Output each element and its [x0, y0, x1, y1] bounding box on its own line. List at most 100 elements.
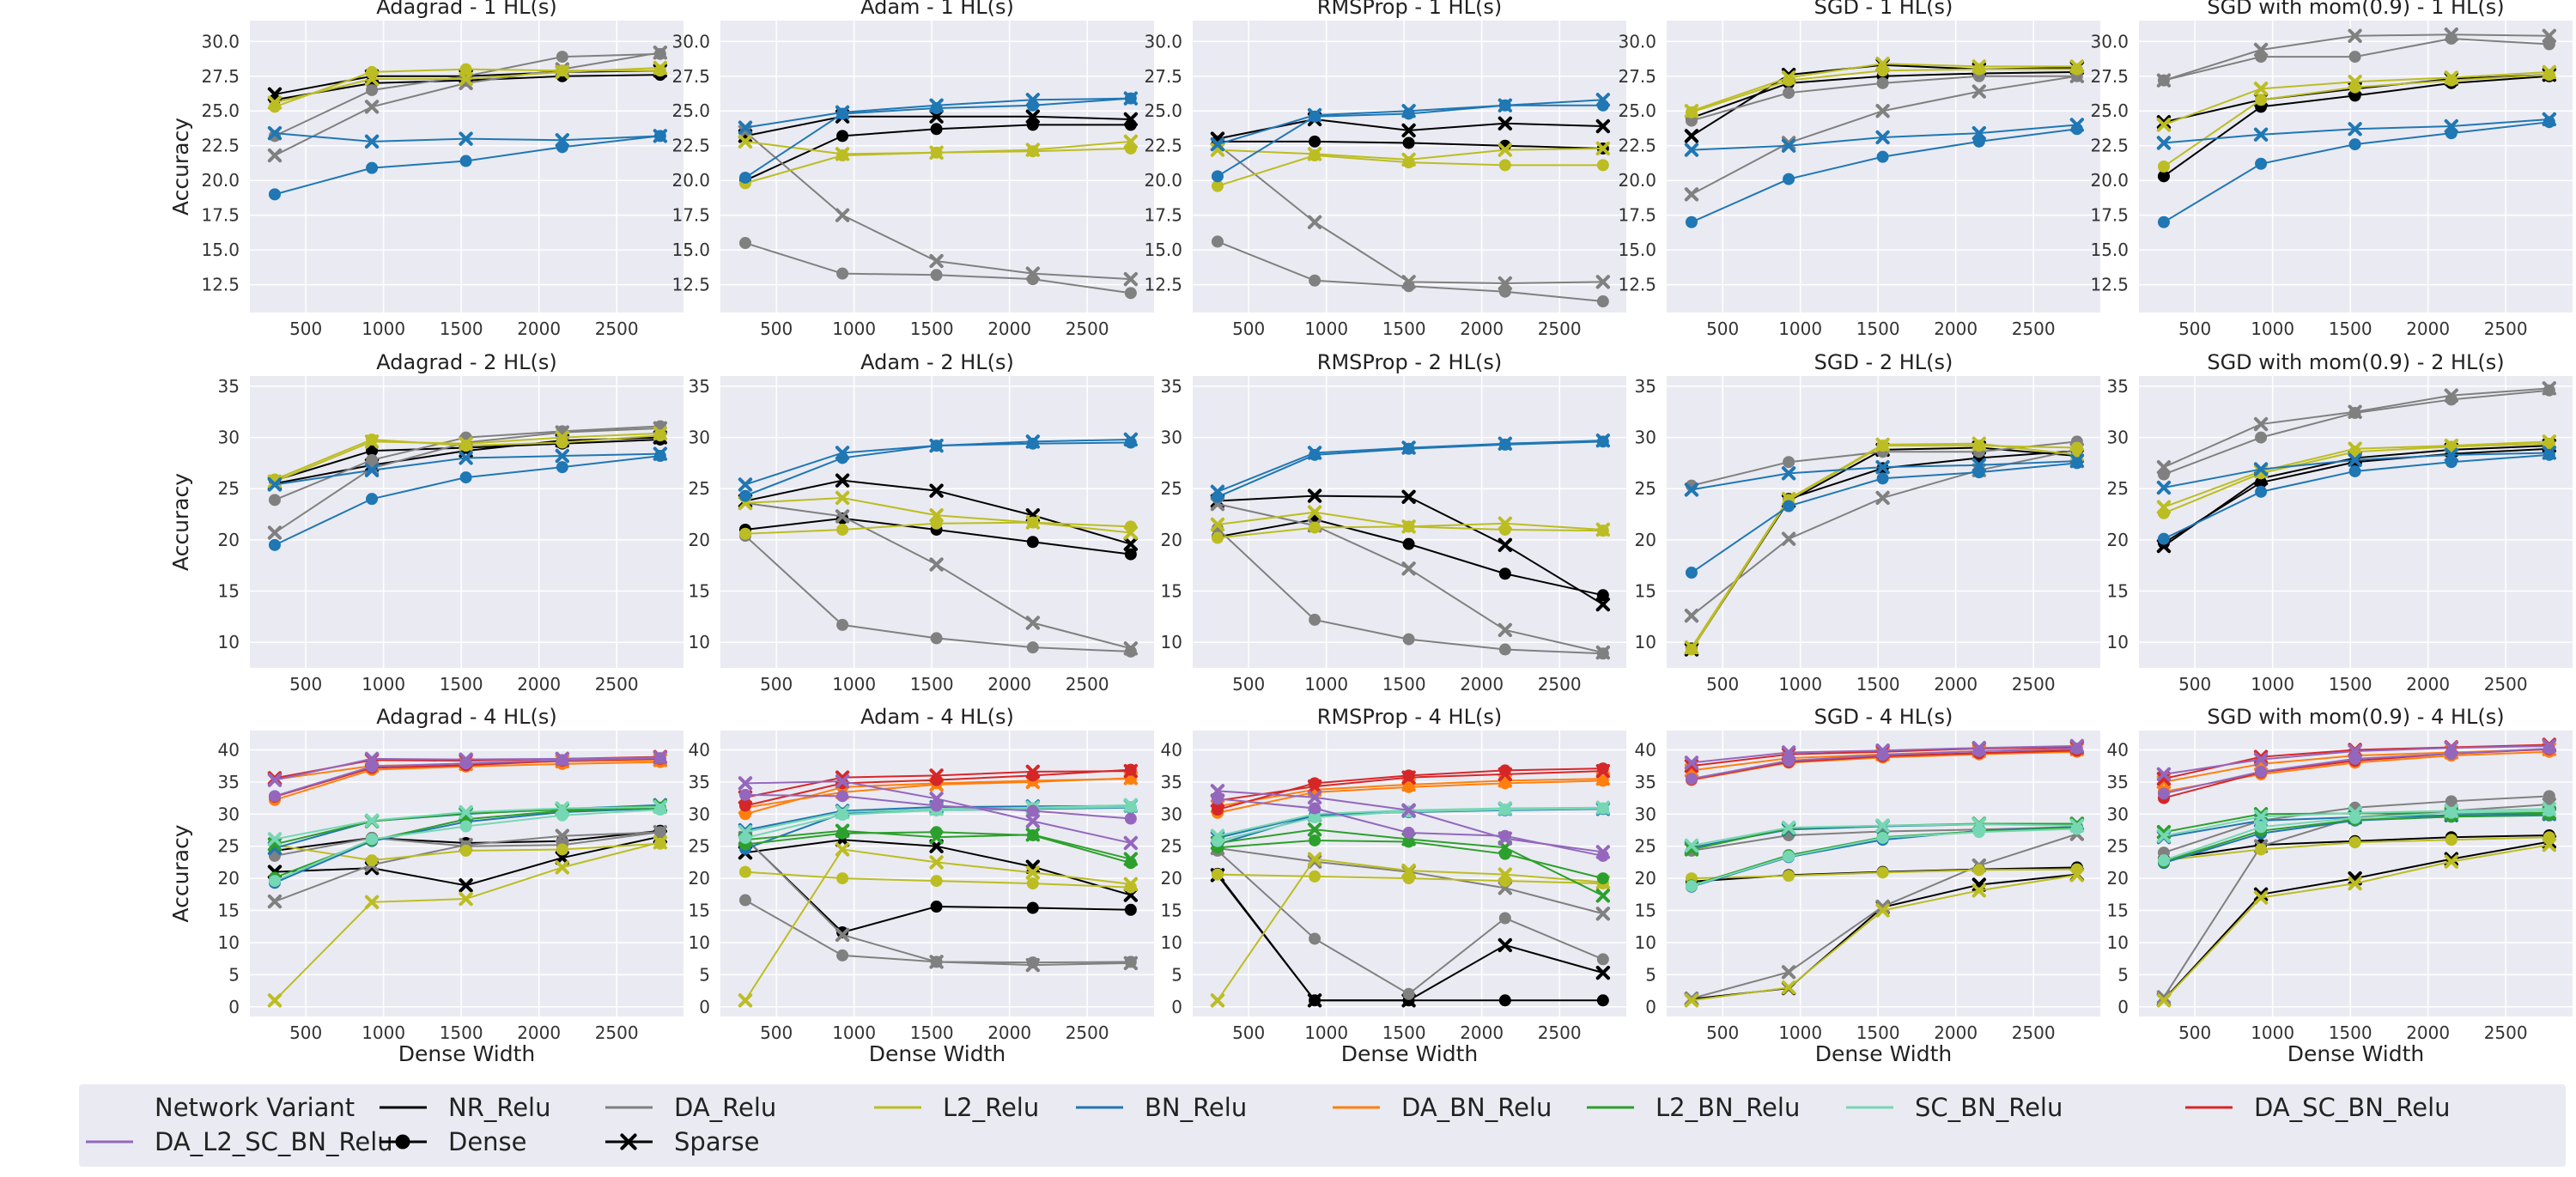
data-point	[1025, 109, 1040, 124]
data-point	[364, 463, 380, 477]
data-point	[1971, 59, 1986, 74]
data-point	[929, 830, 944, 845]
data-point	[1401, 152, 1416, 167]
x-axis-label: Dense Width	[2287, 1041, 2424, 1066]
data-point	[1211, 868, 1224, 881]
y-tick-label: 30	[1161, 428, 1182, 448]
y-tick-label: 30.0	[671, 31, 710, 52]
y-tick-label: 15	[218, 581, 240, 602]
x-tick-label: 1000	[2251, 1022, 2294, 1043]
data-point	[2445, 834, 2458, 846]
data-point	[1971, 84, 1986, 99]
data-point	[738, 477, 753, 492]
data-point	[1307, 790, 1322, 804]
data-point	[2156, 118, 2172, 132]
series-da-l2-sc-bn-relu-sparse	[2156, 738, 2557, 782]
data-point	[459, 891, 473, 907]
data-point	[836, 130, 849, 143]
data-point	[556, 843, 568, 856]
x-tick-label: 2500	[2484, 319, 2528, 339]
data-point	[2253, 810, 2269, 824]
y-tick-label: 20	[1635, 868, 1656, 889]
data-point	[929, 145, 944, 160]
series-sc-bn-relu-dense	[268, 804, 666, 888]
data-point	[1876, 76, 1889, 89]
data-point	[1124, 812, 1137, 825]
data-point	[364, 100, 380, 114]
data-point	[2348, 404, 2362, 419]
data-point	[1595, 889, 1611, 903]
data-point	[1123, 537, 1139, 551]
x-tick-label: 1000	[1778, 674, 1822, 695]
y-tick-label: 15.0	[1618, 240, 1656, 260]
data-point	[1595, 93, 1611, 107]
panel-title: Adam - 1 HL(s)	[860, 0, 1014, 19]
y-tick-label: 0	[699, 997, 710, 1017]
data-point	[1595, 433, 1611, 448]
y-tick-label: 27.5	[2090, 66, 2129, 87]
data-point	[2253, 890, 2269, 905]
series-bn-relu-sparse	[738, 432, 1139, 492]
data-point	[1210, 784, 1225, 798]
x-tick-label: 500	[760, 674, 793, 695]
data-point	[929, 557, 944, 572]
data-point	[1402, 826, 1415, 839]
data-point	[1783, 870, 1795, 883]
series-da-l2-sc-bn-relu-sparse	[738, 774, 1139, 851]
data-point	[2255, 94, 2268, 106]
y-tick-label: 20	[1161, 868, 1182, 889]
x-tick-label: 2000	[2406, 674, 2450, 695]
y-tick-label: 30	[1161, 804, 1182, 824]
data-point	[1025, 515, 1040, 530]
data-point	[2255, 431, 2268, 444]
data-point	[835, 509, 850, 524]
data-point	[459, 63, 472, 76]
legend-marker	[620, 1133, 637, 1150]
y-tick-label: 12.5	[201, 275, 240, 295]
panel-title: SGD - 4 HL(s)	[1814, 705, 1953, 729]
y-tick-label: 25	[1635, 478, 1656, 499]
y-tick-label: 20	[218, 868, 240, 889]
data-point	[1401, 561, 1416, 576]
data-point	[1684, 608, 1699, 623]
series-da-relu-sparse	[738, 124, 1139, 287]
data-point	[1595, 763, 1611, 779]
series-l2-relu-sparse	[738, 134, 1139, 161]
data-point	[653, 426, 668, 440]
y-tick-label: 17.5	[1144, 205, 1182, 226]
y-tick-label: 20.0	[201, 170, 240, 191]
data-point	[738, 825, 753, 840]
data-point	[1971, 458, 1986, 472]
data-point	[835, 927, 850, 943]
data-point	[364, 813, 380, 828]
y-tick-label: 27.5	[1144, 66, 1182, 87]
data-point	[459, 844, 472, 857]
data-point	[1124, 287, 1137, 300]
data-point	[1309, 870, 1321, 883]
x-tick-label: 1500	[1856, 319, 1900, 339]
x-tick-label: 2500	[595, 1022, 639, 1043]
data-point	[555, 751, 569, 767]
x-tick-label: 1500	[910, 319, 954, 339]
y-tick-label: 10	[1161, 932, 1182, 953]
series-sc-bn-relu-sparse	[267, 799, 668, 846]
data-point	[267, 993, 283, 1008]
data-point	[459, 471, 472, 484]
data-point	[1025, 814, 1040, 828]
y-tick-label: 15.0	[201, 240, 240, 260]
x-tick-label: 500	[1232, 674, 1265, 695]
data-point	[2156, 480, 2172, 495]
data-point	[1781, 138, 1796, 153]
data-point	[1876, 472, 1889, 485]
data-point	[1971, 436, 1986, 451]
data-point	[2543, 790, 2555, 803]
data-point	[1402, 987, 1415, 1000]
data-point	[364, 751, 380, 767]
data-point	[1684, 143, 1699, 157]
y-tick-label: 40	[1161, 739, 1182, 760]
data-point	[2444, 741, 2458, 755]
x-tick-label: 2000	[1934, 1022, 1978, 1043]
y-tick-label: 25.0	[671, 100, 710, 121]
data-point	[1971, 741, 1986, 755]
data-point	[1025, 957, 1040, 973]
